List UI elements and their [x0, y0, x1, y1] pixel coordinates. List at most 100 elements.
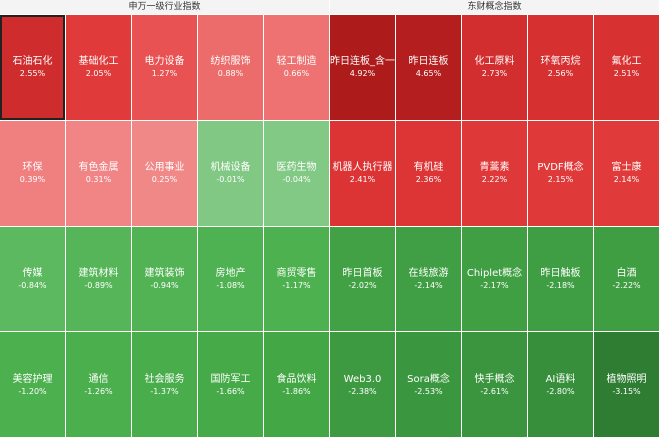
tile[interactable]: 氟化工 2.51% [594, 15, 659, 120]
tile[interactable]: PVDF概念 2.15% [528, 120, 593, 226]
tile-name: 传媒 [22, 267, 43, 279]
tile-name: 房地产 [215, 267, 246, 279]
tile-change: 2.15% [547, 175, 574, 185]
tile-change: 2.55% [19, 69, 46, 79]
tile-name: AI语料 [545, 373, 576, 385]
tile[interactable]: 房地产 -1.08% [198, 226, 263, 332]
tile-name: 商贸零售 [276, 267, 317, 279]
tile-name: 建筑装饰 [144, 267, 185, 279]
tile-change: -2.18% [546, 280, 575, 290]
tile-name: 昨日首板 [342, 267, 383, 279]
tile[interactable]: 传媒 -0.84% [0, 226, 65, 332]
tile[interactable]: 环氧丙烷 2.56% [528, 15, 593, 120]
tile-change: -0.89% [84, 280, 113, 290]
tile-name: 化工原料 [474, 56, 515, 68]
tile-change: -2.14% [414, 280, 443, 290]
panel-title: 东财概念指数 [330, 0, 659, 14]
tile[interactable]: 富士康 2.14% [594, 120, 659, 226]
tile[interactable]: 在线旅游 -2.14% [396, 226, 461, 332]
tile[interactable]: 公用事业 0.25% [132, 120, 197, 226]
tile[interactable]: 食品饮料 -1.86% [264, 332, 329, 437]
tile-change: 2.56% [547, 69, 574, 79]
tile-name: 昨日触板 [540, 267, 581, 279]
tile-change: -1.17% [282, 280, 311, 290]
tile-name: 环氧丙烷 [540, 56, 581, 68]
tile-change: -2.53% [414, 386, 443, 396]
tile-change: -0.84% [18, 280, 47, 290]
tile[interactable]: 昨日连板 4.65% [396, 15, 461, 120]
tile[interactable]: 美容护理 -1.20% [0, 332, 65, 437]
tile[interactable]: 商贸零售 -1.17% [264, 226, 329, 332]
tile[interactable]: 医药生物 -0.04% [264, 120, 329, 226]
tile-change: -0.04% [282, 175, 311, 185]
tile[interactable]: 植物照明 -3.15% [594, 332, 659, 437]
tile[interactable]: Chiplet概念 -2.17% [462, 226, 527, 332]
tile-name: 昨日连板_含一字 [330, 56, 405, 68]
tile-change: -1.26% [84, 386, 113, 396]
tile-name: 通信 [88, 373, 109, 385]
tile-name: 环保 [22, 162, 43, 174]
tile[interactable]: 有机硅 2.36% [396, 120, 461, 226]
tile-name: 食品饮料 [276, 373, 317, 385]
tile[interactable]: 白酒 -2.22% [594, 226, 659, 332]
tile-change: -0.94% [150, 280, 179, 290]
tile-change: -1.20% [18, 386, 47, 396]
panel-title: 申万一级行业指数 [0, 0, 329, 14]
tile-name: 白酒 [616, 267, 637, 279]
tile-name: 有色金属 [78, 162, 119, 174]
tile-name: 轻工制造 [276, 56, 317, 68]
tile-change: 1.27% [151, 69, 178, 79]
tile-name: 基础化工 [78, 56, 119, 68]
tile[interactable]: 环保 0.39% [0, 120, 65, 226]
tile-change: -1.08% [216, 280, 245, 290]
tile-name: 医药生物 [276, 162, 317, 174]
tile-change: 0.31% [85, 175, 112, 185]
tile[interactable]: 社会服务 -1.37% [132, 332, 197, 437]
tile-name: 氟化工 [611, 56, 642, 68]
tile-change: 2.14% [613, 175, 640, 185]
tile[interactable]: 电力设备 1.27% [132, 15, 197, 120]
tile[interactable]: 通信 -1.26% [66, 332, 131, 437]
tile[interactable]: 基础化工 2.05% [66, 15, 131, 120]
tile[interactable]: 轻工制造 0.66% [264, 15, 329, 120]
tile-name: 机器人执行器 [332, 162, 393, 174]
tile[interactable]: 国防军工 -1.66% [198, 332, 263, 437]
tile[interactable]: 昨日首板 -2.02% [330, 226, 395, 332]
tile[interactable]: 昨日连板_含一字 4.92% [330, 15, 405, 120]
tile-change: 0.88% [217, 69, 244, 79]
tile[interactable]: AI语料 -2.80% [528, 332, 593, 437]
tile-name: 美容护理 [12, 373, 53, 385]
tile-change: 0.39% [19, 175, 46, 185]
tile[interactable]: 快手概念 -2.61% [462, 332, 527, 437]
tile-change: -2.02% [348, 280, 377, 290]
tile-change: -0.01% [216, 175, 245, 185]
tile[interactable]: 纺织服饰 0.88% [198, 15, 263, 120]
tile[interactable]: 化工原料 2.73% [462, 15, 527, 120]
tile[interactable]: Web3.0 -2.38% [330, 332, 395, 437]
tile[interactable]: 石油石化 2.55% [0, 15, 65, 120]
tile[interactable]: 机器人执行器 2.41% [330, 120, 395, 226]
tile-change: 4.92% [349, 69, 376, 79]
tile[interactable]: 建筑装饰 -0.94% [132, 226, 197, 332]
tile-name: 社会服务 [144, 373, 185, 385]
tile-change: -2.22% [612, 280, 641, 290]
tile-name: Sora概念 [407, 373, 450, 385]
tile-change: 2.36% [415, 175, 442, 185]
tile[interactable]: 昨日触板 -2.18% [528, 226, 593, 332]
tile-change: -1.86% [282, 386, 311, 396]
tile-change: -1.37% [150, 386, 179, 396]
tile[interactable]: 建筑材料 -0.89% [66, 226, 131, 332]
tile-name: PVDF概念 [537, 162, 584, 174]
tile-name: Web3.0 [343, 373, 382, 385]
tile[interactable]: 青蒿素 2.22% [462, 120, 527, 226]
tile-name: 石油石化 [12, 56, 53, 68]
tile-change: 2.22% [481, 175, 508, 185]
tile[interactable]: Sora概念 -2.53% [396, 332, 461, 437]
tile-change: -2.80% [546, 386, 575, 396]
tile-change: 2.05% [85, 69, 112, 79]
tile[interactable]: 有色金属 0.31% [66, 120, 131, 226]
tile-name: 青蒿素 [479, 162, 510, 174]
tile[interactable]: 机械设备 -0.01% [198, 120, 263, 226]
tile-change: -2.61% [480, 386, 509, 396]
